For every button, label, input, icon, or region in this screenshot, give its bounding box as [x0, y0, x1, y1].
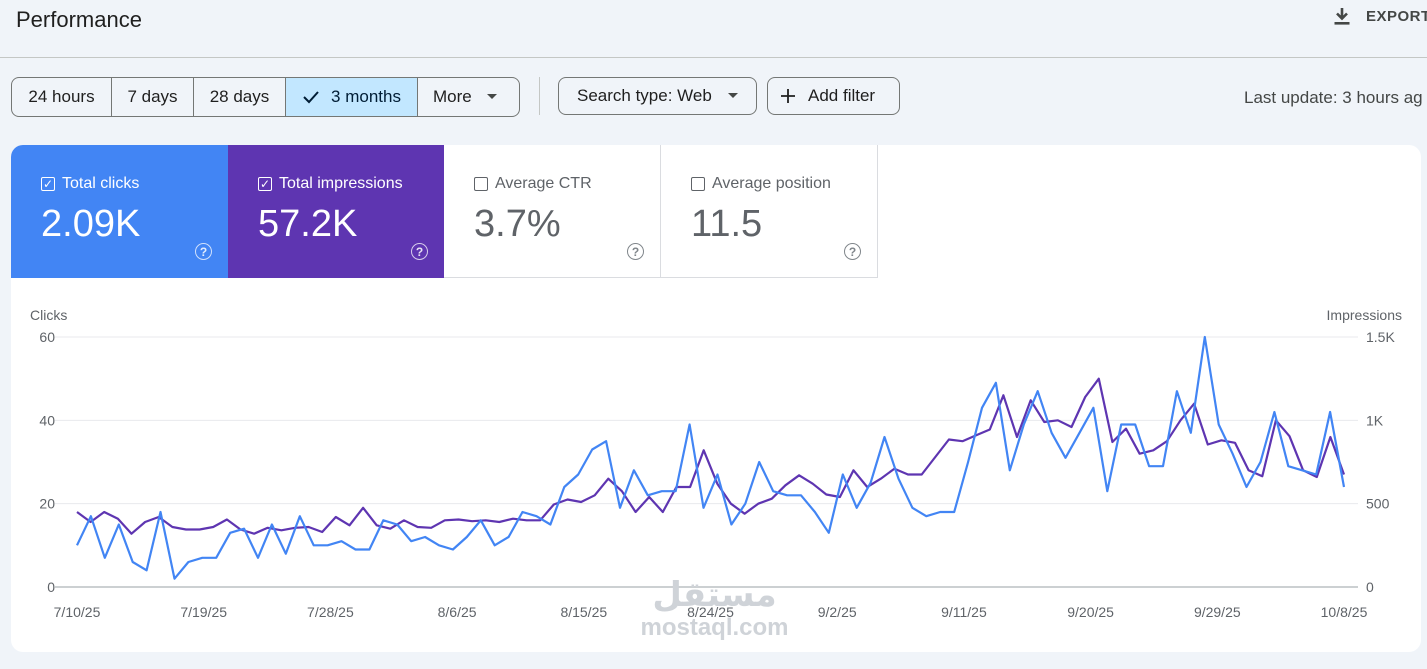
left-axis-tick: 20 — [39, 496, 55, 512]
x-axis-tick: 8/24/25 — [687, 604, 734, 620]
x-axis-tick: 10/8/25 — [1321, 604, 1368, 620]
metric-value: 3.7% — [474, 203, 561, 245]
dropdown-arrow-icon — [727, 93, 738, 98]
performance-chart[interactable]: Clicks Impressions 60 1.5K 40 1K 20 500 0 0 7/10… — [11, 145, 1421, 652]
performance-card: ✓ Total clicks 2.09K ? ✓ Total impressio… — [11, 145, 1421, 652]
metric-total-clicks[interactable]: ✓ Total clicks 2.09K ? — [11, 145, 228, 278]
metric-label: Average position — [712, 175, 831, 192]
checkbox-checked-icon[interactable]: ✓ — [258, 177, 272, 191]
watermark-url: mostaql.com — [640, 614, 789, 641]
last-update-text: Last update: 3 hours ag — [1244, 88, 1423, 107]
x-axis-tick: 7/28/25 — [307, 604, 354, 620]
right-axis-title: Impressions — [1327, 307, 1402, 323]
left-axis-tick: 60 — [39, 329, 55, 345]
right-axis-tick: 0 — [1366, 579, 1374, 595]
checkbox-unchecked-icon[interactable] — [691, 177, 705, 191]
x-axis-tick: 7/19/25 — [180, 604, 227, 620]
watermark-arabic: مستقل — [652, 576, 777, 614]
add-filter-button[interactable]: Add filter — [767, 77, 900, 115]
date-range-28-days[interactable]: 28 days — [194, 78, 286, 116]
watermark-logo: مستقل mostaql.com — [627, 576, 802, 656]
help-icon[interactable]: ? — [411, 243, 428, 260]
metric-value: 57.2K — [258, 203, 358, 245]
x-axis-tick: 9/29/25 — [1194, 604, 1241, 620]
export-button[interactable]: EXPORT — [1332, 6, 1427, 26]
date-range-selector: 24 hours 7 days 28 days 3 months More — [11, 77, 520, 117]
metric-label-row: Average CTR — [474, 175, 592, 193]
metric-value: 2.09K — [41, 203, 141, 245]
x-axis-tick: 8/15/25 — [560, 604, 607, 620]
metric-label: Average CTR — [495, 175, 592, 192]
x-axis-tick: 9/20/25 — [1067, 604, 1114, 620]
date-range-label: 7 days — [127, 87, 178, 106]
left-axis-tick: 40 — [39, 412, 55, 428]
metric-average-position[interactable]: Average position 11.5 ? — [661, 145, 878, 278]
right-axis-tick: 500 — [1366, 496, 1390, 512]
date-range-label: 24 hours — [28, 87, 95, 106]
metric-total-impressions[interactable]: ✓ Total impressions 57.2K ? — [228, 145, 444, 278]
metric-label-row: Average position — [691, 175, 831, 193]
toolbar-divider — [539, 77, 540, 115]
metric-label-row: ✓ Total clicks — [41, 175, 139, 193]
left-axis-title: Clicks — [30, 307, 67, 323]
date-range-label: 28 days — [209, 87, 270, 106]
clicks-series-line — [76, 335, 1346, 580]
metric-average-ctr[interactable]: Average CTR 3.7% ? — [444, 145, 661, 278]
date-range-7-days[interactable]: 7 days — [112, 78, 194, 116]
date-range-label: More — [433, 87, 472, 106]
page-header: Performance EXPORT — [0, 0, 1427, 58]
help-icon[interactable]: ? — [844, 243, 861, 260]
right-axis-tick: 1K — [1366, 412, 1384, 428]
x-axis-tick: 7/10/25 — [54, 604, 101, 620]
date-range-label: 3 months — [331, 87, 401, 106]
filter-toolbar: 24 hours 7 days 28 days 3 months More Se… — [0, 77, 1427, 117]
x-axis-tick: 9/11/25 — [941, 604, 987, 620]
date-range-24-hours[interactable]: 24 hours — [12, 78, 112, 116]
add-filter-label: Add filter — [808, 86, 876, 105]
help-icon[interactable]: ? — [195, 243, 212, 260]
left-axis-tick: 0 — [47, 579, 55, 595]
dropdown-arrow-icon — [486, 94, 497, 99]
x-axis-tick: 8/6/25 — [438, 604, 477, 620]
search-type-label: Search type: Web — [577, 86, 712, 105]
x-axis-tick: 9/2/25 — [818, 604, 857, 620]
download-icon — [1334, 8, 1350, 25]
metric-label: Total clicks — [62, 175, 140, 192]
plus-icon — [781, 89, 795, 103]
export-label: EXPORT — [1366, 7, 1427, 25]
checkbox-unchecked-icon[interactable] — [474, 177, 488, 191]
metric-value: 11.5 — [691, 203, 763, 245]
right-axis-tick: 1.5K — [1366, 329, 1395, 345]
date-range-more[interactable]: More — [418, 78, 519, 116]
metric-label-row: ✓ Total impressions — [258, 175, 403, 193]
date-range-3-months[interactable]: 3 months — [286, 78, 418, 116]
page-title: Performance — [16, 7, 142, 32]
help-icon[interactable]: ? — [627, 243, 644, 260]
search-type-dropdown[interactable]: Search type: Web — [558, 77, 757, 115]
check-icon — [303, 91, 319, 104]
impressions-series-line — [76, 377, 1346, 535]
checkbox-checked-icon[interactable]: ✓ — [41, 177, 55, 191]
metric-label: Total impressions — [279, 175, 403, 192]
